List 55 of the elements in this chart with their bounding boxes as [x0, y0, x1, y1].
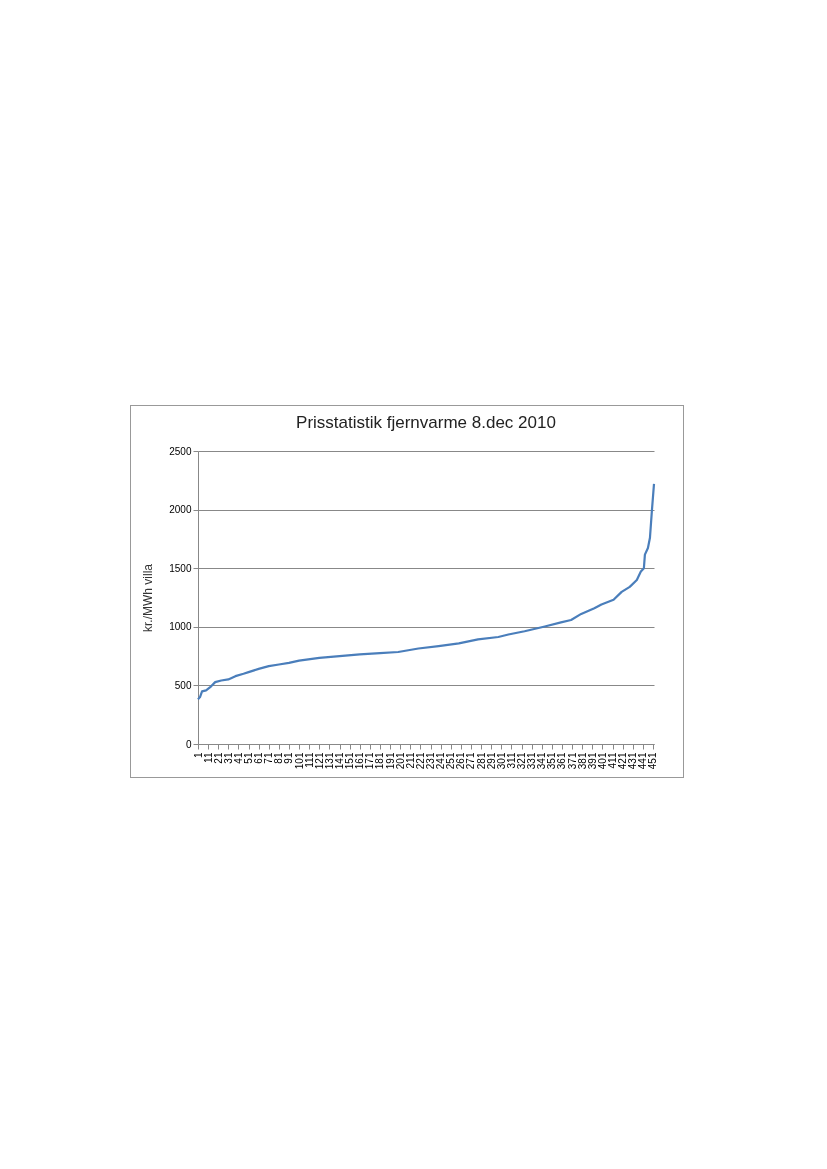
y-tick-label: 2000 [169, 504, 192, 516]
x-tick-label: 171 [364, 752, 376, 770]
x-tick-label: 341 [536, 752, 548, 770]
x-tick-label: 421 [617, 752, 629, 770]
x-tick-label: 311 [505, 752, 517, 769]
x-tick-label: 291 [485, 752, 497, 770]
x-tick-label: 31 [222, 752, 234, 764]
y-tick-label: 1500 [169, 562, 192, 574]
x-tick-label: 121 [313, 752, 325, 770]
x-tick-label: 451 [647, 752, 659, 770]
x-tick-label: 211 [404, 752, 416, 769]
x-tick-label: 201 [394, 752, 406, 770]
x-tick-label: 81 [273, 752, 285, 764]
x-tick-label: 391 [586, 752, 598, 770]
x-tick-label: 401 [596, 752, 608, 770]
x-tick-label: 1 [192, 752, 204, 759]
line-series [196, 482, 656, 701]
x-tick-label: 261 [455, 752, 467, 770]
x-tick-label: 101 [293, 752, 305, 770]
x-tick-label: 431 [627, 752, 639, 770]
x-tick-label: 11 [202, 752, 214, 763]
x-tick-label: 191 [384, 752, 396, 770]
x-tick-label: 71 [263, 752, 275, 764]
x-tick-label: 271 [465, 752, 477, 770]
x-tick-label: 51 [243, 752, 255, 764]
x-tick-label: 281 [475, 752, 487, 770]
x-tick-label: 381 [576, 752, 588, 770]
x-tick-label: 91 [283, 752, 295, 764]
chart-title: Prisstatistik fjernvarme 8.dec 2010 [296, 413, 556, 432]
y-tick-label: 0 [185, 738, 192, 750]
x-tick-label: 241 [435, 752, 447, 770]
x-tick-label: 151 [344, 752, 356, 770]
x-tick-label: 61 [253, 752, 265, 764]
x-tick-label: 181 [374, 752, 386, 770]
x-tick-label: 221 [414, 752, 426, 770]
y-tick-label: 1000 [169, 621, 192, 633]
y-axis-title: kr./MWh villa [141, 563, 156, 633]
x-tick-label: 141 [334, 752, 346, 770]
x-tick-label: 371 [566, 752, 578, 770]
x-tick-label: 361 [556, 752, 568, 770]
x-tick-label: 351 [546, 752, 558, 770]
x-tick-label: 111 [303, 752, 315, 768]
x-tick-label: 41 [232, 752, 244, 764]
x-tick-label: 251 [445, 752, 457, 770]
x-tick-label: 231 [425, 752, 437, 770]
x-tick-label: 411 [607, 752, 619, 769]
y-tick-label: 500 [174, 679, 192, 691]
x-tick-label: 21 [212, 752, 224, 764]
x-tick-label: 441 [637, 752, 649, 770]
x-tick-label: 301 [495, 752, 507, 770]
x-tick-label: 321 [516, 752, 528, 770]
y-tick-label: 2500 [169, 445, 192, 457]
x-tick-label: 131 [323, 752, 335, 770]
x-tick-label: 161 [354, 752, 366, 770]
x-tick-label: 331 [526, 752, 538, 770]
